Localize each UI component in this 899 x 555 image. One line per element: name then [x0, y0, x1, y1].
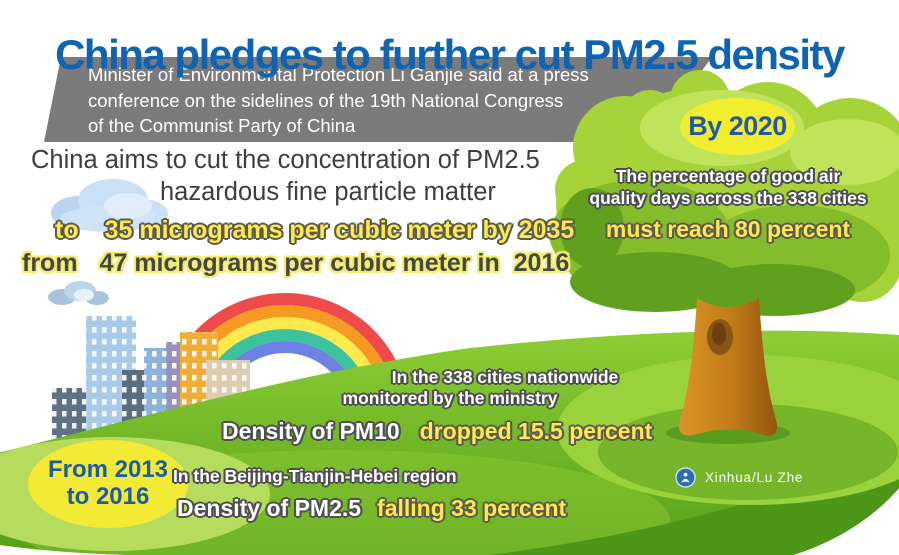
target-to-prefix: to — [55, 216, 79, 244]
goal-highlight: must reach 80 percent — [605, 216, 851, 242]
period-line-1: From 2013 — [47, 456, 169, 483]
pm25-metric: Density of PM2.5 — [177, 495, 362, 521]
target-from-line: from 47 micrograms per cubic meter in 201… — [22, 249, 569, 278]
target-from-prefix: from — [22, 249, 78, 277]
goal-line-1: The percentage of good air — [615, 166, 841, 186]
region-intro: In the Beijing-Tianjin-Hebei region — [173, 466, 457, 486]
small-cloud-icon — [48, 281, 109, 305]
goal-line-2: quality days across the 338 cities — [589, 188, 867, 208]
banner-line: Minister of Environmental Protection Li … — [88, 64, 589, 85]
target-to-line: to 35 micrograms per cubic meter by 2035 — [55, 216, 574, 245]
nationwide-line-1: In the 338 cities nationwide — [391, 367, 619, 387]
credit-text: Xinhua/Lu Zhe — [705, 470, 804, 485]
intro-line-2: hazardous fine particle matter — [160, 178, 496, 206]
banner-line: of the Communist Party of China — [88, 115, 356, 136]
pm25-result: falling 33 percent — [377, 495, 567, 521]
nationwide-line-2: monitored by the ministry — [342, 388, 558, 408]
air-quality-goal: The percentage of good air quality days … — [570, 165, 886, 243]
pm10-result: dropped 15.5 percent — [419, 418, 653, 444]
page-title: China pledges to further cut PM2.5 densi… — [55, 31, 845, 79]
xinhua-logo-icon — [675, 467, 696, 488]
banner-line: conference on the sidelines of the 19th … — [88, 89, 564, 111]
pm25-stat-row: Density of PM2.5 falling 33 percent — [177, 495, 566, 522]
by-2020-badge: By 2020 — [680, 98, 795, 155]
target-from-text: 47 micrograms per cubic meter in 2016 — [99, 249, 570, 277]
pm10-stat-row: Density of PM10 dropped 15.5 percent — [222, 418, 652, 445]
pm10-metric: Density of PM10 — [222, 418, 400, 444]
intro-line-1: China aims to cut the concentration of P… — [31, 146, 540, 174]
period-line-2: to 2016 — [66, 483, 150, 510]
target-to-text: 35 micrograms per cubic meter by 2035 — [104, 216, 575, 244]
tree-trunk — [678, 298, 778, 436]
credit: Xinhua/Lu Zhe — [675, 467, 803, 488]
period-badge: From 2013 to 2016 — [28, 440, 188, 528]
